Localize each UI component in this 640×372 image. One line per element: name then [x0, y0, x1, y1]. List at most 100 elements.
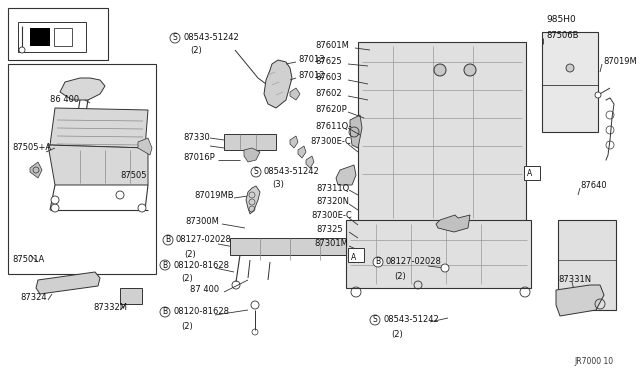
Text: S: S [173, 33, 177, 42]
Polygon shape [336, 165, 356, 185]
Bar [224, 134, 276, 150]
Text: 87301M: 87301M [314, 240, 348, 248]
Text: (2): (2) [181, 321, 193, 330]
Text: 87300E-C: 87300E-C [311, 212, 352, 221]
Polygon shape [244, 148, 260, 162]
Text: 08543-51242: 08543-51242 [183, 33, 239, 42]
Text: 87625: 87625 [315, 58, 342, 67]
Circle shape [51, 204, 59, 212]
Bar [524, 166, 540, 180]
Circle shape [160, 307, 170, 317]
Circle shape [163, 235, 173, 245]
Polygon shape [290, 136, 298, 148]
Polygon shape [306, 156, 314, 168]
Polygon shape [556, 285, 604, 316]
Bar [558, 220, 616, 310]
Circle shape [464, 64, 476, 76]
Circle shape [51, 196, 59, 204]
Text: B: B [163, 308, 168, 317]
Text: (2): (2) [181, 275, 193, 283]
Text: A: A [527, 170, 532, 179]
Text: 08127-02028: 08127-02028 [176, 235, 232, 244]
Circle shape [373, 257, 383, 267]
Circle shape [170, 33, 180, 43]
Text: 87640: 87640 [580, 180, 607, 189]
Text: S: S [372, 315, 378, 324]
Text: 87330: 87330 [183, 134, 210, 142]
Text: B: B [376, 257, 381, 266]
Text: 87505+A: 87505+A [12, 144, 51, 153]
Bar [348, 248, 364, 262]
Text: S: S [253, 167, 259, 176]
Bar [54, 28, 72, 46]
Polygon shape [230, 238, 430, 255]
Text: 08120-81628: 08120-81628 [173, 260, 229, 269]
Circle shape [116, 191, 124, 199]
Text: 87506B: 87506B [546, 32, 579, 41]
Circle shape [19, 47, 25, 53]
Text: (2): (2) [184, 250, 196, 259]
Bar [8, 64, 156, 274]
Bar [346, 220, 531, 288]
Bar [30, 28, 50, 46]
Bar [542, 32, 598, 132]
Text: 87012: 87012 [298, 71, 324, 80]
Polygon shape [246, 186, 260, 214]
Text: 87 400: 87 400 [190, 285, 219, 295]
Circle shape [370, 315, 380, 325]
Bar [358, 42, 526, 222]
Circle shape [251, 167, 261, 177]
Polygon shape [436, 215, 470, 232]
Polygon shape [298, 146, 306, 158]
Text: 87611Q-: 87611Q- [315, 122, 351, 131]
Text: 87325: 87325 [316, 225, 342, 234]
Polygon shape [264, 60, 292, 108]
Text: 87620P: 87620P [315, 106, 347, 115]
Text: 87331N: 87331N [558, 276, 591, 285]
Text: (2): (2) [394, 272, 406, 280]
Polygon shape [30, 162, 42, 178]
Text: JR7000 10: JR7000 10 [574, 357, 613, 366]
Polygon shape [36, 272, 100, 294]
Text: 87300M: 87300M [185, 218, 219, 227]
Circle shape [138, 204, 146, 212]
Circle shape [566, 64, 574, 72]
Text: B: B [163, 260, 168, 269]
Circle shape [595, 92, 601, 98]
Text: A: A [351, 253, 356, 262]
Bar [18, 22, 86, 52]
Text: 87324: 87324 [20, 294, 47, 302]
Bar [120, 288, 142, 304]
Polygon shape [350, 115, 362, 148]
Text: 985H0: 985H0 [546, 16, 576, 25]
Text: 08127-02028: 08127-02028 [386, 257, 442, 266]
Text: 08543-51242: 08543-51242 [264, 167, 320, 176]
Polygon shape [138, 138, 152, 155]
Text: (3): (3) [272, 180, 284, 189]
Text: 87505: 87505 [120, 170, 147, 180]
Circle shape [434, 64, 446, 76]
Polygon shape [48, 145, 148, 185]
Text: 87016P: 87016P [183, 154, 215, 163]
Text: B: B [165, 235, 171, 244]
Text: 87300E-C: 87300E-C [310, 138, 351, 147]
Text: 87601M: 87601M [315, 42, 349, 51]
Text: 87332M: 87332M [93, 304, 127, 312]
Text: 87311Q: 87311Q [316, 183, 349, 192]
Text: 08543-51242: 08543-51242 [383, 315, 439, 324]
Circle shape [441, 264, 449, 272]
Text: (2): (2) [190, 45, 202, 55]
Text: 87501A: 87501A [12, 256, 44, 264]
Bar [8, 8, 108, 60]
Text: 87019M: 87019M [603, 58, 637, 67]
Text: 87019MB: 87019MB [194, 192, 234, 201]
Text: 08120-81628: 08120-81628 [173, 308, 229, 317]
Text: 87602: 87602 [315, 90, 342, 99]
Polygon shape [290, 88, 300, 100]
Polygon shape [60, 78, 105, 100]
Text: (2): (2) [391, 330, 403, 339]
Polygon shape [50, 108, 148, 148]
Text: 87320N: 87320N [316, 198, 349, 206]
Text: 87013: 87013 [298, 55, 324, 64]
Circle shape [160, 260, 170, 270]
